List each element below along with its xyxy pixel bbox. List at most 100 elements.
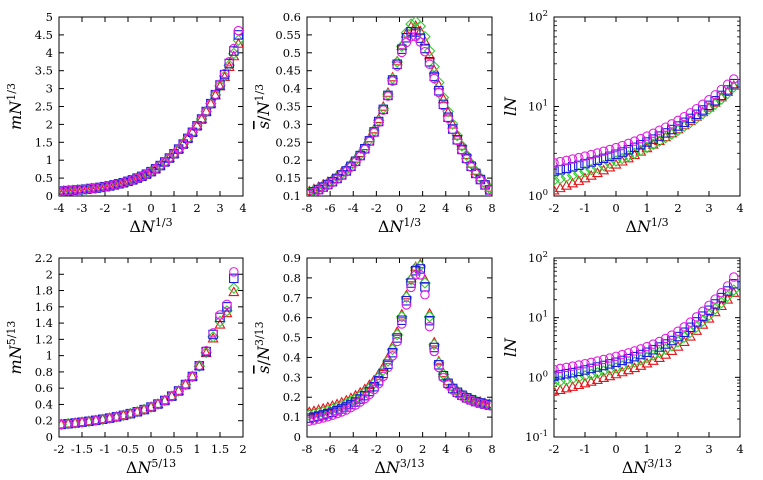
data-point-circle [580,358,590,369]
data-point-circle [187,371,198,382]
x-tick-label: 2 [674,201,681,215]
data-point-square [580,365,590,375]
data-point-circle [215,310,225,320]
y-tick-label: 101 [528,310,548,325]
y-tick-label: 102 [528,250,548,265]
x-tick-label: 2 [674,442,681,456]
x-tick-label: -1.5 [71,442,93,456]
data-point-diamond [391,328,404,341]
y-axis-label: s/N1/3 [253,84,274,129]
data-point-square [222,302,232,312]
y-tick-label: 100 [528,369,548,384]
data-point-circle [91,415,101,426]
data-point-circle [118,178,129,188]
y-axis-label: s/N3/13 [253,321,274,373]
data-point-square [648,344,658,355]
data-point-circle [673,326,683,337]
axis-label-variable: N [636,217,652,236]
data-point-circle [373,378,384,389]
y-tick-label: 2.5 [35,100,53,114]
data-point-circle [100,181,110,192]
data-point-circle [443,113,453,124]
data-point-circle [84,416,94,427]
axis-label-symbol: Δ [129,217,141,236]
data-point-diamond [59,185,65,196]
data-point-circle [360,144,370,155]
data-point-circle [187,127,198,138]
data-point-triangle [437,367,449,378]
axis-label-symbol: Δ [374,458,386,477]
data-point-square [383,359,393,369]
data-point-square [716,90,727,101]
data-point-diamond [200,346,213,359]
x-tick-label: -4 [53,201,64,215]
data-point-circle [629,136,640,146]
data-point-circle [691,103,702,114]
data-point-circle [586,149,596,160]
data-point-circle [104,413,115,423]
data-point-square [424,56,435,67]
x-tick-label: -4 [348,442,359,456]
data-point-circle [567,361,578,371]
data-point-circle [132,407,142,417]
chart-panel-2: -8 -6 -4 -2 0 2 4 6 8 0.1 0.15 0.2 0.25 0.3 0.35 0.4 0.4… [253,10,496,236]
data-point-circle [424,321,435,332]
data-point-triangle [560,382,572,393]
data-point-circle [434,87,444,98]
data-point-circle [104,181,115,191]
plot-frame [553,257,741,438]
axis-label-variable: mN [6,344,25,374]
data-point-circle [81,184,92,194]
x-tick-label: -8 [301,201,312,215]
data-point-square [679,327,689,337]
y-tick-label: 0.3 [283,370,301,384]
data-point-circle [636,344,646,354]
y-tick-label: 0.8 [35,365,53,379]
data-point-square [605,151,615,162]
data-point-circle [623,138,634,149]
data-point-diamond [232,34,243,47]
y-tick-label: 0.4 [35,397,53,411]
data-point-circle [484,401,492,411]
data-point-circle [141,169,152,179]
data-point-circle [438,101,449,111]
x-tick-label: 3 [705,442,712,456]
y-tick-exponent: 1 [543,310,548,320]
data-point-triangle [672,340,684,351]
data-point-diamond [193,360,206,373]
axis-label-symbol: / [254,115,273,121]
data-point-square [654,131,665,141]
x-tick-label: -2 [53,442,64,456]
data-point-circle [452,135,463,146]
data-point-circle [91,183,101,193]
data-point-square [580,158,590,169]
data-point-circle [166,391,177,401]
y-tick-label: 0.5 [35,171,53,185]
data-point-circle [698,99,708,109]
data-point-circle [201,346,211,356]
data-point-diamond [715,93,728,105]
data-point-circle [364,136,375,147]
y-tick-label: 4 [46,46,53,60]
y-tick-label: 2 [46,117,53,131]
data-point-diamond [221,305,233,317]
data-point-circle [109,180,119,190]
x-tick-label: -6 [325,442,336,456]
data-point-circle [447,125,458,135]
y-tick-label: 0 [294,430,301,444]
y-axis-label: mN1/3 [5,83,26,130]
y-tick-label: 0.5 [283,46,301,60]
axis-label-variable: lN [501,96,520,116]
x-tick-label: 0 [612,201,619,215]
data-point-circle [77,184,87,195]
data-point-circle [629,346,640,356]
data-point-diamond [165,390,178,402]
data-point-circle [452,388,463,399]
data-point-square [229,273,239,284]
x-tick-label: -2 [548,442,559,456]
data-point-square [691,317,702,327]
data-point-circle [710,90,720,100]
series-green [554,284,740,389]
axis-label-exponent: 5/13 [151,457,176,470]
y-tick-label: 10-1 [525,429,548,444]
